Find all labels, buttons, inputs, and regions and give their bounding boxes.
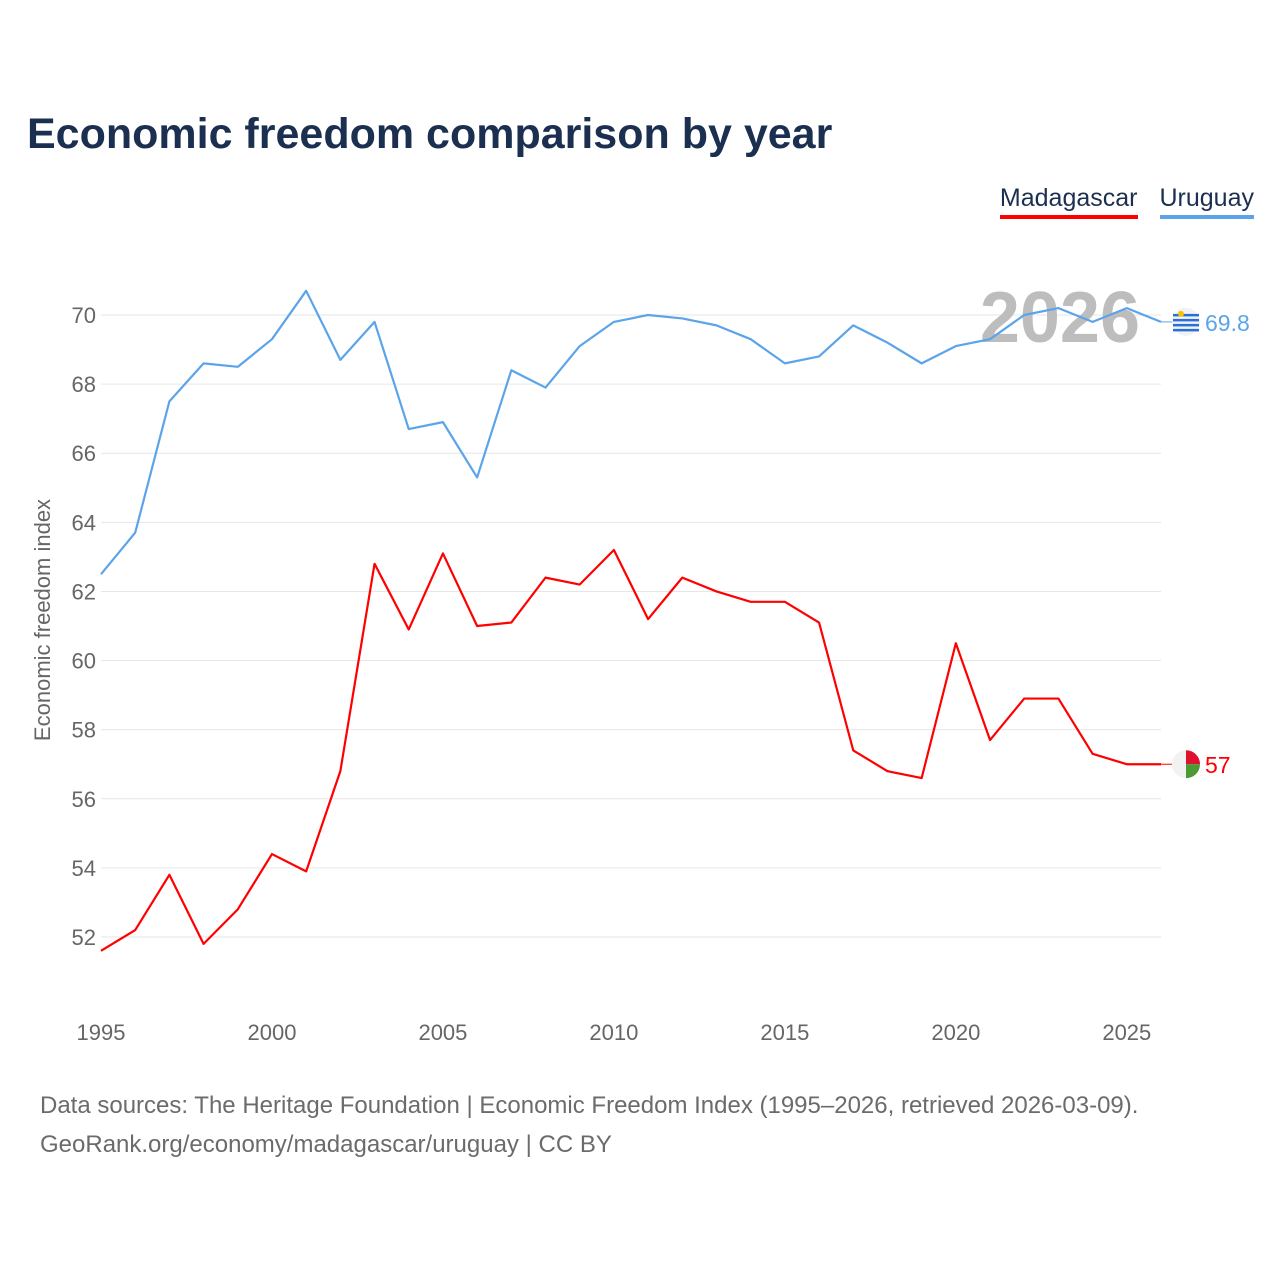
flag-stripe (1173, 318, 1199, 322)
y-tick-label: 64 (72, 510, 96, 535)
flag-green-part (1186, 764, 1200, 779)
year-watermark: 2026 (980, 278, 1140, 358)
y-tick-label: 58 (72, 718, 96, 743)
y-tick-label: 70 (72, 303, 96, 328)
end-value-label: 69.8 (1205, 310, 1250, 336)
flag-stripe (1173, 313, 1199, 317)
y-tick-label: 60 (72, 649, 96, 674)
x-tick-label: 2000 (247, 1020, 296, 1045)
x-tick-label: 2015 (760, 1020, 809, 1045)
flag-stripe (1173, 328, 1199, 332)
source-line-2[interactable]: GeoRank.org/economy/madagascar/uruguay |… (40, 1131, 612, 1158)
x-tick-label: 1995 (77, 1020, 126, 1045)
source-note: Data sources: The Heritage Foundation | … (40, 1086, 1138, 1164)
x-tick-label: 2010 (589, 1020, 638, 1045)
chart-title: Economic freedom comparison by year (27, 110, 833, 158)
y-tick-label: 68 (72, 372, 96, 397)
y-tick-label: 52 (72, 925, 96, 950)
x-tick-label: 2020 (931, 1020, 980, 1045)
y-tick-label: 56 (72, 787, 96, 812)
series-line-uruguay (100, 289, 1162, 575)
x-tick-label: 2005 (418, 1020, 467, 1045)
legend-item-madagascar[interactable]: Madagascar (999, 184, 1138, 219)
end-value-label: 57 (1205, 752, 1231, 778)
source-line-1: Data sources: The Heritage Foundation | … (40, 1092, 1139, 1119)
flag-red-part (1186, 750, 1200, 765)
flag-icon-uruguay (1172, 307, 1200, 336)
y-tick-label: 54 (72, 856, 96, 881)
y-tick-label: 62 (72, 579, 96, 604)
series-line-madagascar (100, 548, 1161, 952)
legend: Madagascar Uruguay (999, 184, 1254, 219)
legend-item-uruguay[interactable]: Uruguay (1159, 184, 1254, 219)
flag-sun (1178, 310, 1184, 317)
x-tick-label: 2025 (1102, 1020, 1151, 1045)
y-axis-label: Economic freedom index (30, 499, 55, 741)
flag-stripe (1173, 323, 1199, 327)
y-tick-label: 66 (72, 441, 96, 466)
